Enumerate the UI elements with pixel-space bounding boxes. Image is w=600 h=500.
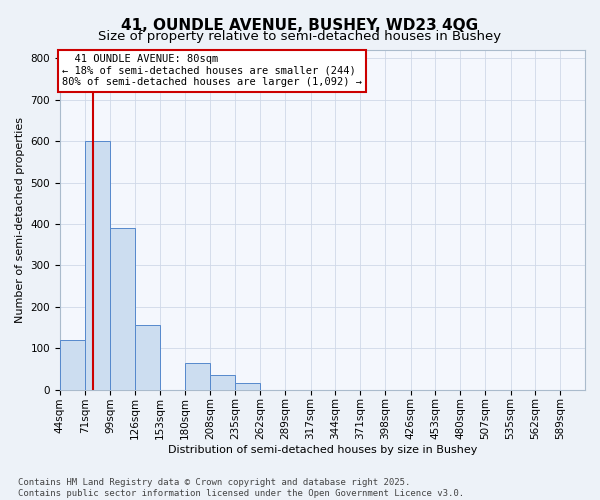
Text: 41, OUNDLE AVENUE, BUSHEY, WD23 4QG: 41, OUNDLE AVENUE, BUSHEY, WD23 4QG	[121, 18, 479, 32]
Text: Size of property relative to semi-detached houses in Bushey: Size of property relative to semi-detach…	[98, 30, 502, 43]
Text: 41 OUNDLE AVENUE: 80sqm
← 18% of semi-detached houses are smaller (244)
80% of s: 41 OUNDLE AVENUE: 80sqm ← 18% of semi-de…	[62, 54, 362, 88]
Bar	[135, 326, 160, 390]
Bar	[60, 340, 85, 390]
Bar	[235, 384, 260, 390]
Bar	[185, 363, 211, 390]
Text: Contains HM Land Registry data © Crown copyright and database right 2025.
Contai: Contains HM Land Registry data © Crown c…	[18, 478, 464, 498]
Y-axis label: Number of semi-detached properties: Number of semi-detached properties	[15, 117, 25, 323]
Bar	[85, 141, 110, 390]
Bar	[211, 375, 235, 390]
Bar	[110, 228, 135, 390]
X-axis label: Distribution of semi-detached houses by size in Bushey: Distribution of semi-detached houses by …	[168, 445, 477, 455]
